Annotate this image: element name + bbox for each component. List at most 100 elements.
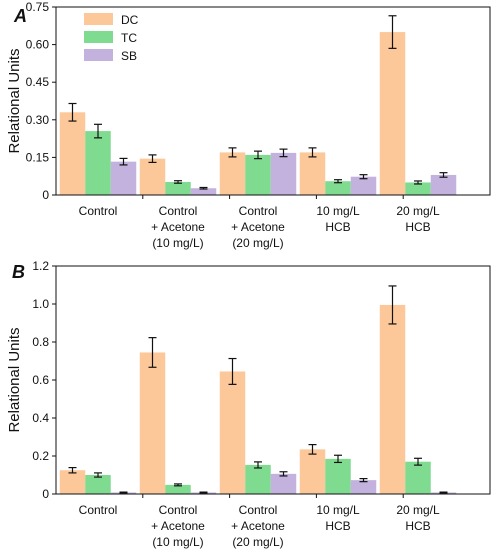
panel-a-ylabel: Relational Units <box>6 48 23 153</box>
panel-b-bar-tc-3 <box>325 458 351 494</box>
panel-a-legend-swatch-dc <box>84 13 113 25</box>
panel-b-bar-dc-2 <box>219 371 246 494</box>
panel-b-errorbar-tc-2 <box>254 461 262 469</box>
panel-b-letter: B <box>12 262 25 282</box>
panel-a-ytick-label-3: 0.45 <box>26 75 50 89</box>
panel-a-plot-frame <box>55 6 491 196</box>
panel-a-bar-tc-3 <box>325 181 351 195</box>
panel-a-category-label-3-0: 10 mg/L <box>316 204 360 218</box>
panel-a-errorbar-dc-3 <box>308 147 317 158</box>
panel-b-ytick-label-6: 1.2 <box>32 259 49 273</box>
panel-b-category-label-0-0: Control <box>79 503 118 517</box>
panel-b-bar-dc-1 <box>139 352 166 494</box>
panel-a-errorbar-sb-3 <box>359 174 368 180</box>
panel-a-errorbar-sb-2 <box>279 148 288 158</box>
panel-a-errorbar-dc-2 <box>228 147 237 158</box>
panel-a-bar-tc-2 <box>245 154 271 195</box>
panel-b-errorbar-dc-4 <box>388 285 397 325</box>
panel-a-category-label-2-2: (20 mg/L) <box>232 236 283 250</box>
panel-b-category-label-1-2: (10 mg/L) <box>152 535 203 549</box>
panel-a-errorbar-dc-4 <box>388 15 397 49</box>
panel-b-ytick-label-5: 1.0 <box>32 297 49 311</box>
panel-b-category-label-2-1: + Acetone <box>231 519 285 533</box>
panel-a-bar-sb-3 <box>350 176 377 195</box>
panel-a-ytick-label-1: 0.15 <box>26 150 50 164</box>
panel-b-bar-tc-2 <box>245 464 271 494</box>
panel-b-errorbar-sb-1 <box>199 491 208 494</box>
panel-b-ytick-label-0: 0 <box>42 487 49 501</box>
panel-b-errorbar-tc-4 <box>414 457 422 466</box>
panel-a-errorbar-tc-3 <box>334 179 342 184</box>
panel-a-ytick-label-4: 0.60 <box>26 38 50 52</box>
panel-b-ytick-label-4: 0.8 <box>32 335 49 349</box>
panel-b-errorbar-dc-0 <box>68 466 77 474</box>
panel-a-bar-dc-0 <box>59 112 86 195</box>
panel-a-legend-swatch-tc <box>84 31 113 43</box>
panel-b-bar-tc-0 <box>85 475 111 494</box>
panel-a-category-label-2-1: + Acetone <box>231 220 285 234</box>
panel-a-category-label-3-1: HCB <box>325 220 350 234</box>
panel-a-bar-dc-4 <box>379 32 406 195</box>
panel-b-ylabel: Relational Units <box>6 327 23 432</box>
panel-a-ytick-label-5: 0.75 <box>26 0 50 14</box>
panel-a-bar-dc-3 <box>299 152 326 195</box>
panel-a-legend-label-dc: DC <box>121 13 139 27</box>
panel-a-bar-tc-1 <box>165 181 191 195</box>
panel-b-category-label-2-2: (20 mg/L) <box>232 535 283 549</box>
panel-b-errorbar-dc-3 <box>308 444 317 455</box>
panel-b-errorbar-tc-3 <box>334 454 342 464</box>
panel-a-legend-swatch-sb <box>84 49 113 61</box>
panel-a-category-label-4-0: 20 mg/L <box>396 204 440 218</box>
panel-b-bar-tc-1 <box>165 484 191 494</box>
panel-a-category-label-0-0: Control <box>79 204 118 218</box>
panel-b-category-label-1-1: + Acetone <box>151 519 205 533</box>
panel-b-errorbar-tc-0 <box>94 472 102 478</box>
panel-a-errorbar-sb-0 <box>119 157 128 166</box>
panel-b-errorbar-sb-0 <box>119 491 128 494</box>
panel-a-errorbar-tc-0 <box>94 123 102 139</box>
panel-b-bar-dc-0 <box>59 470 86 494</box>
panel-a-letter: A <box>13 6 27 26</box>
panel-b-bar-dc-4 <box>379 304 406 494</box>
panel-a-errorbar-tc-1 <box>174 180 182 184</box>
panel-b-category-label-3-0: 10 mg/L <box>316 503 360 517</box>
panel-b-category-label-1-0: Control <box>159 503 198 517</box>
panel-b-ytick-label-3: 0.6 <box>32 373 49 387</box>
panel-a-category-label-4-1: HCB <box>405 220 430 234</box>
panel-b-category-label-4-0: 20 mg/L <box>396 503 440 517</box>
panel-a-ytick-label-2: 0.30 <box>26 113 50 127</box>
panel-b-errorbar-dc-2 <box>228 357 237 385</box>
panel-a-bar-tc-0 <box>85 131 111 195</box>
panel-a-bar-tc-4 <box>405 182 431 195</box>
panel-b-errorbar-sb-3 <box>359 478 368 483</box>
panel-a-bar-sb-2 <box>270 152 297 195</box>
panel-a-bar-dc-1 <box>139 158 166 195</box>
panel-a-category-label-2-0: Control <box>239 204 278 218</box>
panel-a-errorbar-tc-4 <box>414 180 422 185</box>
panel-a-legend-label-tc: TC <box>121 31 137 45</box>
panel-a-errorbar-dc-0 <box>68 102 77 122</box>
panel-b-category-label-3-1: HCB <box>325 519 350 533</box>
panel-a-ytick-label-0: 0 <box>42 188 49 202</box>
panel-a-errorbar-sb-4 <box>439 172 448 178</box>
panel-b-bar-sb-2 <box>270 473 297 494</box>
panel-b-ytick-label-1: 0.2 <box>32 449 49 463</box>
panel-a-category-label-1-2: (10 mg/L) <box>152 236 203 250</box>
panel-b-errorbar-sb-2 <box>279 471 288 477</box>
panel-a-errorbar-sb-1 <box>199 186 208 190</box>
panel-b-bar-dc-3 <box>299 449 326 494</box>
panel-a-bar-sb-1 <box>190 188 217 195</box>
panel-a-bar-dc-2 <box>219 152 246 195</box>
panel-b-errorbar-tc-1 <box>174 483 182 487</box>
panel-a-category-label-1-1: + Acetone <box>151 220 205 234</box>
panel-b-ytick-label-2: 0.4 <box>32 411 49 425</box>
panel-b-plot-frame <box>55 265 491 495</box>
panel-a-category-label-1-0: Control <box>159 204 198 218</box>
panel-b-bar-sb-3 <box>350 480 377 494</box>
panel-a-errorbar-tc-2 <box>254 150 262 160</box>
panel-b-bar-tc-4 <box>405 461 431 494</box>
panel-b-errorbar-sb-4 <box>439 491 448 494</box>
panel-a-legend-label-sb: SB <box>121 49 137 63</box>
